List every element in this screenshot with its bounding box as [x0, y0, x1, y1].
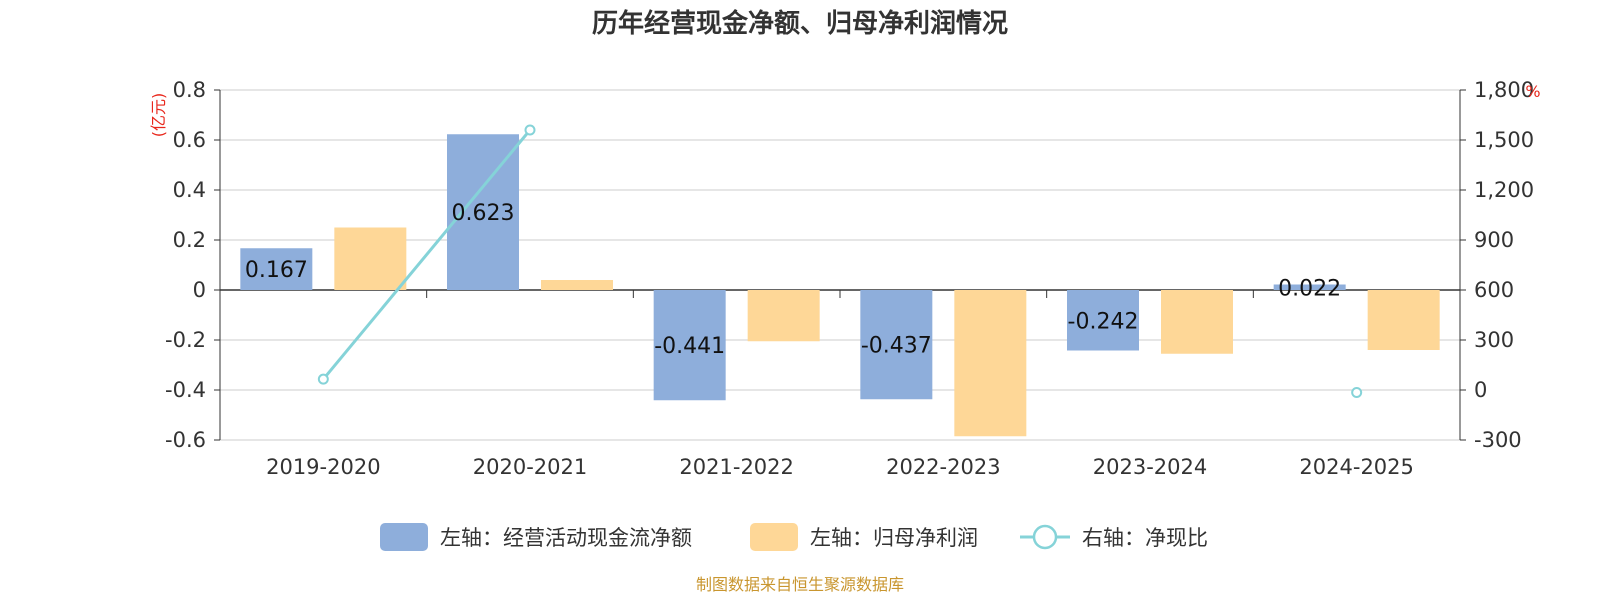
legend-label-net-profit[interactable]: 左轴：归母净利润: [810, 526, 978, 550]
category-label: 2021-2022: [679, 455, 793, 479]
bar-net-profit[interactable]: [334, 227, 407, 291]
bar-operating-cashflow[interactable]: [1067, 290, 1139, 351]
right-axis-tick-label: 0: [1474, 378, 1487, 402]
right-axis-unit: %: [1525, 82, 1540, 101]
bar-operating-cashflow[interactable]: [240, 248, 313, 290]
bars: [240, 134, 1440, 437]
right-axis-tick-label: 1,500: [1474, 128, 1534, 152]
category-label: 2020-2021: [473, 455, 587, 479]
left-axis-tick-label: 0.6: [173, 128, 206, 152]
right-axis-tick-label: 900: [1474, 228, 1514, 252]
category-label: 2024-2025: [1299, 455, 1413, 479]
data-labels: 0.167 0.623 -0.441 -0.437 -0.242 0.022: [245, 201, 1341, 359]
chart-title: 历年经营现金净额、归母净利润情况: [592, 8, 1008, 39]
right-axis-tick-label: 600: [1474, 278, 1514, 302]
bar-operating-cashflow[interactable]: [860, 290, 933, 400]
legend-swatch-ratio-marker[interactable]: [1032, 524, 1058, 550]
data-label: 0.022: [1278, 276, 1341, 301]
bar-operating-cashflow[interactable]: [1273, 284, 1346, 291]
left-axis-tick-label: 0.2: [173, 228, 206, 252]
bar-net-profit[interactable]: [954, 290, 1027, 437]
bar-operating-cashflow[interactable]: [653, 290, 726, 401]
bar-net-profit[interactable]: [541, 280, 613, 290]
ratio-line: [317, 124, 1363, 398]
left-axis-unit: (亿元): [149, 93, 168, 138]
legend-label-operating-cashflow[interactable]: 左轴：经营活动现金流净额: [440, 526, 692, 550]
right-axis-tick-label: 1,800: [1474, 78, 1534, 102]
category-label: 2019-2020: [266, 455, 380, 479]
data-label: 0.623: [452, 201, 515, 226]
legend-swatch-operating-cashflow[interactable]: [380, 523, 428, 551]
left-axis-tick-label: -0.6: [165, 428, 206, 452]
data-label: 0.167: [245, 258, 308, 283]
left-axis-tick-label: 0.4: [173, 178, 206, 202]
source-note: 制图数据来自恒生聚源数据库: [696, 575, 904, 594]
ratio-point[interactable]: [1351, 387, 1363, 398]
data-label: -0.437: [861, 334, 932, 359]
legend-swatch-net-profit[interactable]: [750, 523, 798, 551]
bar-net-profit[interactable]: [1367, 290, 1440, 350]
ratio-line-segment: [322, 129, 532, 381]
right-axis-tick-label: 1,200: [1474, 178, 1534, 202]
ratio-point[interactable]: [317, 373, 329, 385]
category-label: 2023-2024: [1093, 455, 1207, 479]
axes: 0.8 1,800 0.6 1,500 0.4 1,200 0.2 900 0 600 -0.2 30…: [165, 78, 1534, 479]
left-axis-tick-label: 0.8: [173, 78, 206, 102]
right-axis-tick-label: 300: [1474, 328, 1514, 352]
legend[interactable]: 左轴：经营活动现金流净额 左轴：归母净利润 右轴：净现比: [380, 523, 1208, 551]
data-label: -0.242: [1068, 309, 1139, 334]
category-label: 2022-2023: [886, 455, 1000, 479]
left-axis-tick-label: 0: [193, 278, 206, 302]
left-axis-tick-label: -0.4: [165, 378, 206, 402]
legend-label-ratio[interactable]: 右轴：净现比: [1082, 526, 1208, 550]
ratio-point[interactable]: [524, 124, 536, 136]
left-axis-tick-label: -0.2: [165, 328, 206, 352]
bar-operating-cashflow[interactable]: [447, 134, 519, 290]
data-label: -0.441: [654, 334, 725, 359]
right-axis-tick-label: -300: [1474, 428, 1522, 452]
bar-net-profit[interactable]: [747, 290, 820, 342]
bar-net-profit[interactable]: [1161, 290, 1233, 354]
